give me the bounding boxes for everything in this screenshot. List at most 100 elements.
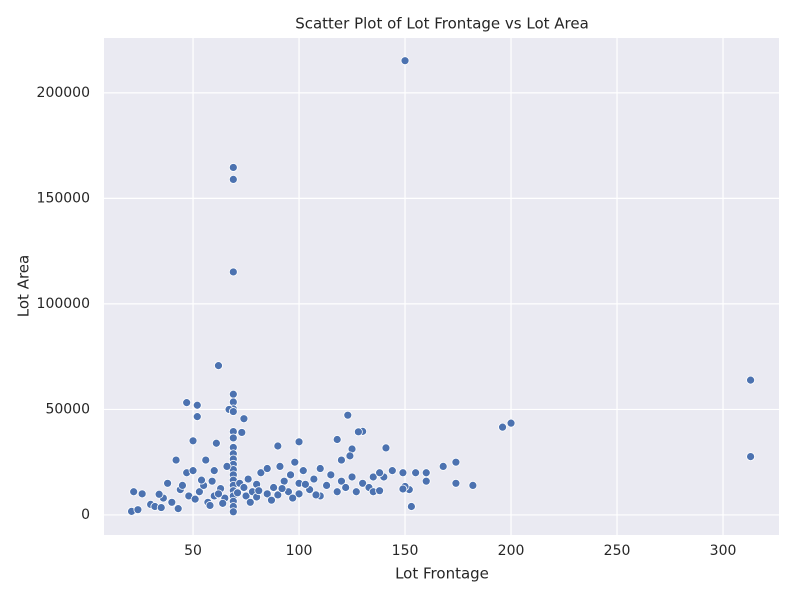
point (241, 491, 251, 501)
y-tick-label: 150000 (37, 190, 90, 206)
point (438, 462, 448, 471)
point (421, 476, 431, 486)
point (228, 407, 238, 416)
x-tick-label: 250 (604, 543, 631, 559)
point (311, 490, 321, 500)
point (209, 466, 219, 476)
point (214, 489, 223, 499)
point (262, 464, 272, 473)
point (173, 504, 183, 514)
point (381, 443, 391, 453)
x-tick-label: 150 (392, 543, 419, 559)
point (277, 484, 287, 493)
point (190, 494, 200, 504)
chart-title: Scatter Plot of Lot Frontage vs Lot Area (295, 15, 589, 33)
point (178, 481, 187, 490)
point (211, 438, 221, 448)
point (207, 476, 217, 486)
x-tick-label: 200 (498, 543, 525, 559)
point (201, 455, 211, 465)
point (337, 476, 346, 486)
point (197, 475, 206, 485)
point (129, 487, 139, 497)
point (358, 478, 368, 488)
point (309, 474, 319, 484)
point (214, 361, 223, 371)
point (300, 479, 310, 489)
point (228, 163, 238, 172)
point (506, 418, 516, 428)
plot-area (104, 38, 779, 535)
point (267, 495, 276, 505)
point (245, 497, 255, 507)
point (273, 441, 283, 451)
point (406, 502, 416, 511)
point (133, 505, 143, 515)
point (375, 486, 384, 496)
point (746, 452, 755, 461)
point (167, 497, 177, 507)
point (171, 455, 181, 465)
point (194, 487, 204, 497)
point (332, 487, 342, 497)
point (345, 451, 355, 461)
point (368, 472, 378, 482)
point (387, 466, 397, 476)
point (239, 483, 249, 492)
x-tick-label: 300 (710, 543, 737, 559)
point (228, 433, 238, 443)
point (154, 489, 164, 499)
point (275, 462, 285, 471)
y-tick-label: 200000 (37, 85, 90, 101)
point (353, 427, 363, 437)
point (262, 489, 272, 499)
point (290, 457, 300, 467)
point (288, 493, 298, 503)
y-tick-label: 0 (81, 507, 90, 523)
point (398, 468, 408, 478)
point (411, 468, 421, 478)
points (127, 56, 755, 517)
point (746, 375, 755, 385)
point (228, 507, 238, 517)
point (451, 478, 461, 488)
point (222, 462, 232, 471)
point (400, 56, 410, 66)
point (228, 267, 238, 277)
point (468, 481, 478, 490)
point (375, 468, 384, 478)
point (498, 422, 507, 432)
point (451, 457, 461, 467)
point (326, 470, 336, 480)
point (237, 428, 247, 437)
point (322, 481, 331, 490)
grid (104, 38, 779, 535)
point (398, 484, 408, 494)
x-axis-label: Lot Frontage (395, 565, 489, 583)
point (188, 466, 198, 476)
point (182, 398, 192, 408)
y-tick-label: 50000 (45, 401, 90, 417)
point (421, 468, 431, 478)
point (273, 490, 283, 500)
point (256, 468, 266, 478)
y-axis-label: Lot Area (15, 255, 33, 317)
point (351, 487, 361, 497)
point (156, 503, 166, 512)
point (254, 486, 264, 496)
point (243, 474, 253, 484)
point (294, 437, 304, 447)
point (298, 466, 308, 476)
point (343, 410, 353, 420)
point (205, 501, 215, 510)
point (269, 483, 278, 492)
x-tick-label: 100 (286, 543, 313, 559)
point (228, 389, 238, 399)
point (286, 470, 295, 480)
point (218, 498, 228, 508)
point (332, 435, 342, 444)
point (294, 489, 304, 499)
point (192, 400, 202, 410)
point (233, 488, 242, 498)
